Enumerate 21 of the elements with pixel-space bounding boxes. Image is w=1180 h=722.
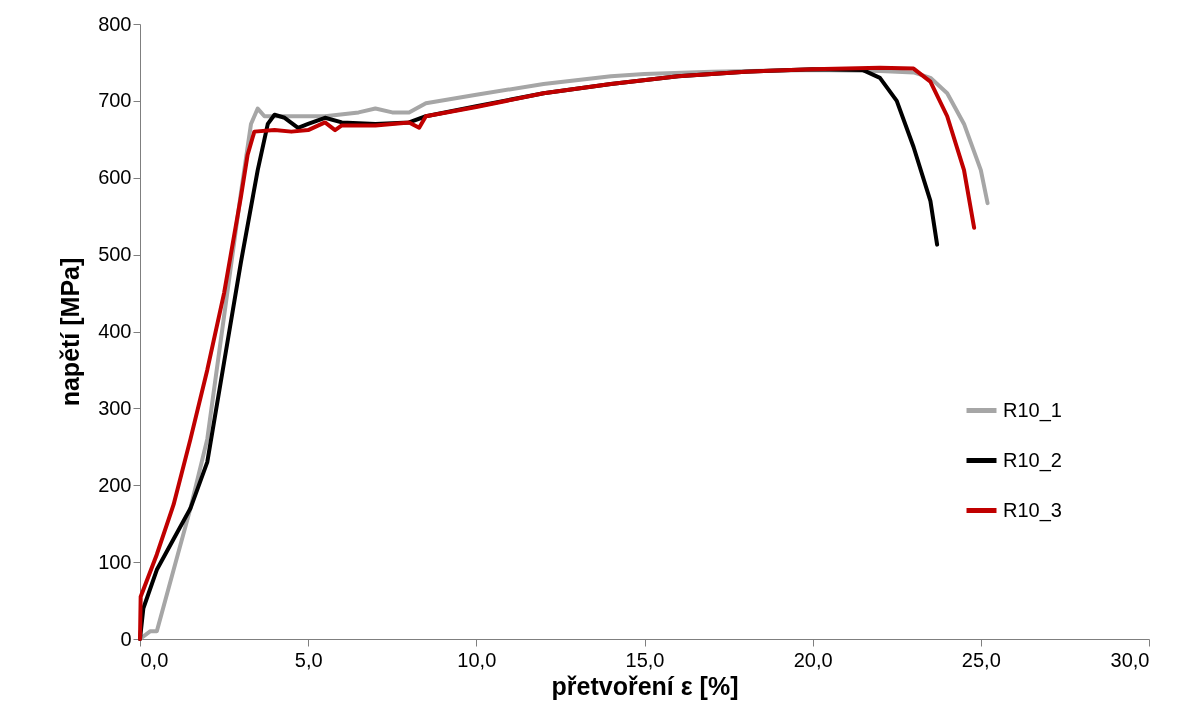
legend-label: R10_3 bbox=[1003, 498, 1062, 522]
x-tick-label: 30,0 bbox=[1110, 648, 1150, 671]
y-axis-title: napětí [MPa] bbox=[56, 257, 85, 407]
x-axis-title: přetvoření ε [%] bbox=[551, 671, 739, 700]
x-tick-label: 25,0 bbox=[961, 648, 1001, 671]
y-tick-label: 0 bbox=[120, 627, 132, 650]
y-tick-label: 600 bbox=[98, 166, 132, 189]
y-tick-label: 300 bbox=[98, 396, 132, 419]
y-tick-label: 800 bbox=[98, 12, 132, 35]
x-tick-label: 10,0 bbox=[457, 648, 497, 671]
y-tick-label: 500 bbox=[98, 243, 132, 266]
y-tick-label: 400 bbox=[98, 320, 132, 342]
x-tick-label: 20,0 bbox=[793, 648, 833, 671]
x-tick-label: 15,0 bbox=[625, 648, 665, 671]
x-tick-label: 5,0 bbox=[294, 648, 323, 671]
y-tick-label: 700 bbox=[98, 89, 132, 112]
y-tick-label: 100 bbox=[98, 550, 132, 573]
y-tick-label: 200 bbox=[98, 473, 132, 496]
legend-label: R10_2 bbox=[1003, 448, 1062, 472]
legend-label: R10_1 bbox=[1003, 398, 1062, 422]
x-tick-label: 0,0 bbox=[140, 648, 169, 671]
